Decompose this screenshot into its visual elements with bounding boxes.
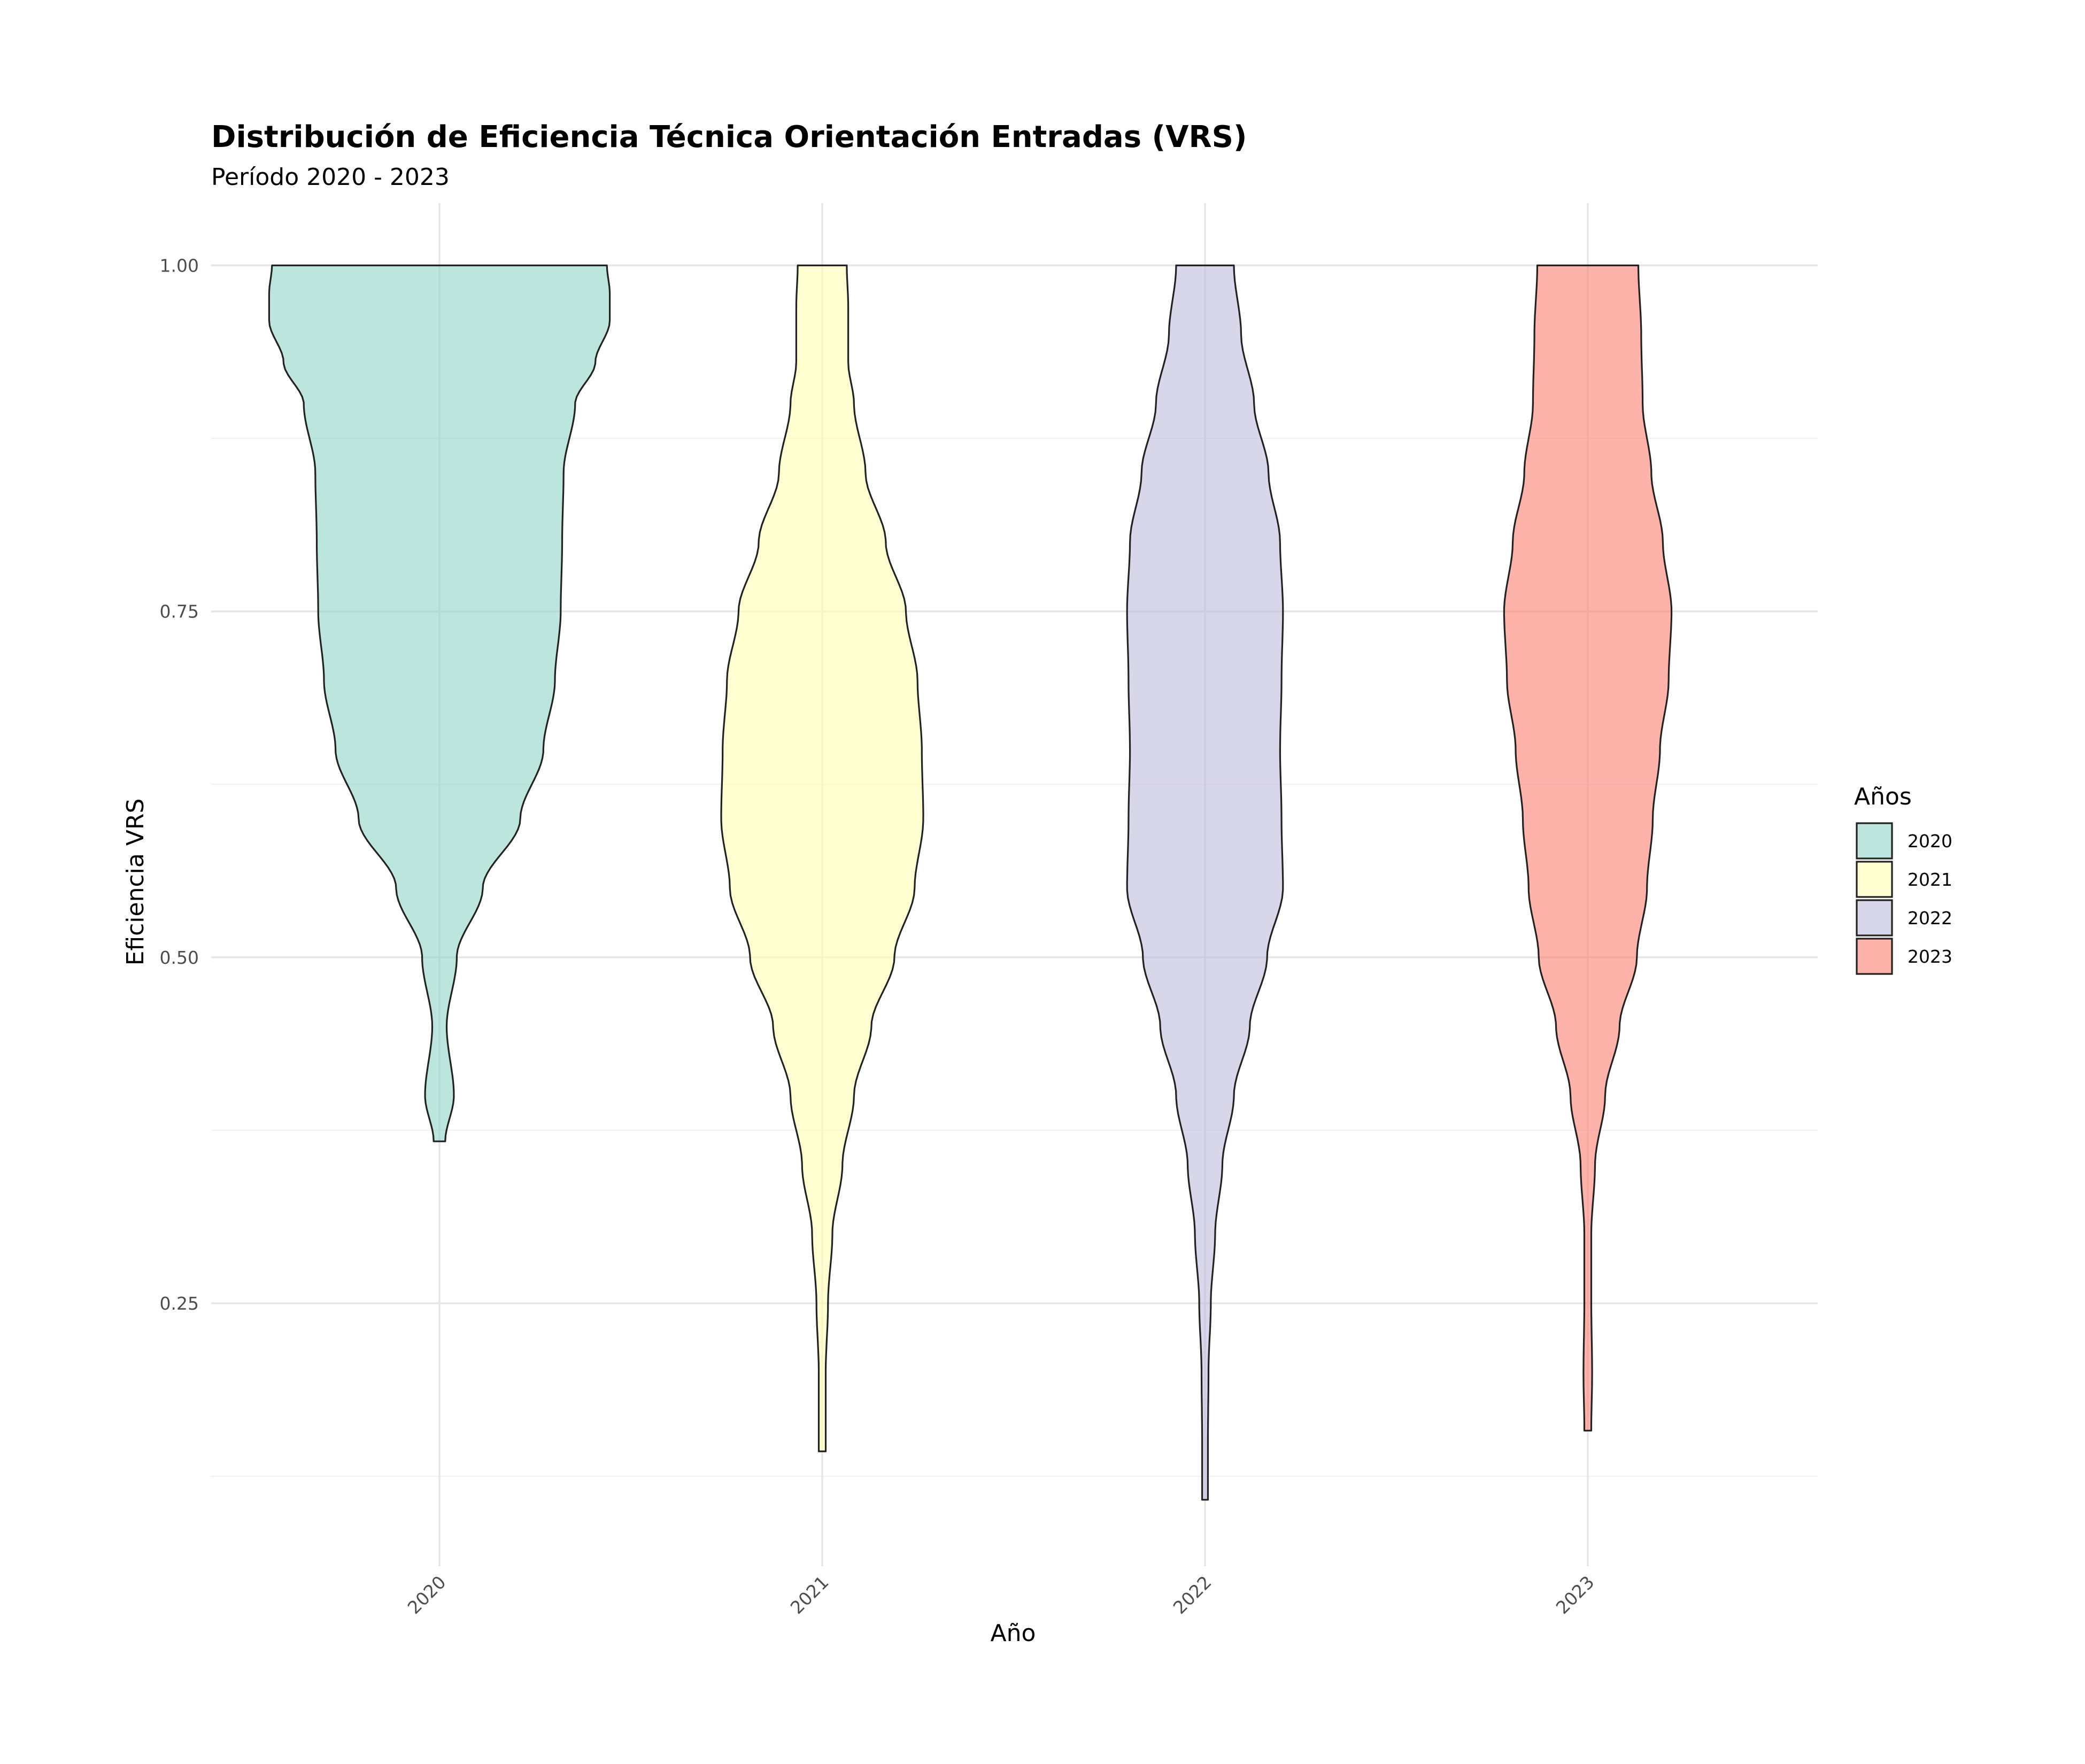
legend-key-2023	[1856, 938, 1893, 975]
violin-2023	[1503, 264, 1673, 1432]
y-tick-label: 0.50	[160, 947, 199, 968]
y-tick-label: 0.75	[160, 601, 199, 622]
violin-2022	[1126, 264, 1284, 1501]
x-axis-title: Año	[991, 1620, 1036, 1647]
chart-subtitle: Período 2020 - 2023	[211, 164, 450, 191]
y-tick-label: 1.00	[160, 255, 199, 276]
legend-key-2022	[1856, 899, 1893, 937]
legend-key-2020	[1856, 822, 1893, 860]
violin-2020	[268, 264, 611, 1142]
legend-title: Años	[1854, 783, 1912, 810]
legend-label-2022: 2022	[1908, 908, 1952, 929]
legend-items: 2020 2021 2022 2023	[1856, 822, 1952, 975]
legend-label-2021: 2021	[1908, 869, 1952, 890]
legend-label-2020: 2020	[1908, 831, 1952, 852]
violin-layer	[268, 264, 1673, 1501]
legend-key-2021	[1856, 861, 1893, 898]
legend: Años 2020 2021 2022 2023	[1854, 783, 1952, 975]
y-tick-labels: 0.25 0.50 0.75 1.00	[160, 255, 199, 1314]
violin-2021	[720, 264, 924, 1452]
y-axis-title: Eficiencia VRS	[122, 799, 149, 966]
chart-title: Distribución de Eficiencia Técnica Orien…	[211, 120, 1247, 154]
y-tick-label: 0.25	[160, 1293, 199, 1314]
legend-label-2023: 2023	[1908, 946, 1952, 967]
